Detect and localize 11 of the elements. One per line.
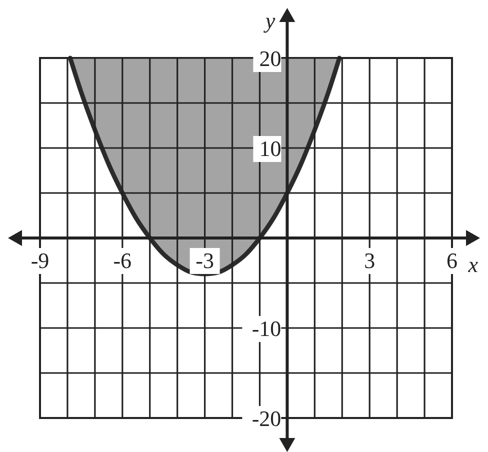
x-tick-label: 6 bbox=[446, 248, 458, 273]
y-tick-label: 20 bbox=[259, 46, 282, 71]
x-tick-label: -9 bbox=[30, 248, 50, 273]
x-tick-label: 3 bbox=[364, 248, 376, 273]
y-tick-label: -20 bbox=[252, 406, 282, 431]
x-axis-title: x bbox=[467, 252, 478, 277]
y-tick-label: 10 bbox=[259, 136, 282, 161]
y-axis-title: y bbox=[263, 8, 276, 33]
x-tick-label: -3 bbox=[196, 248, 214, 273]
x-tick-label: -6 bbox=[113, 248, 132, 273]
y-tick-label: -10 bbox=[252, 316, 282, 341]
